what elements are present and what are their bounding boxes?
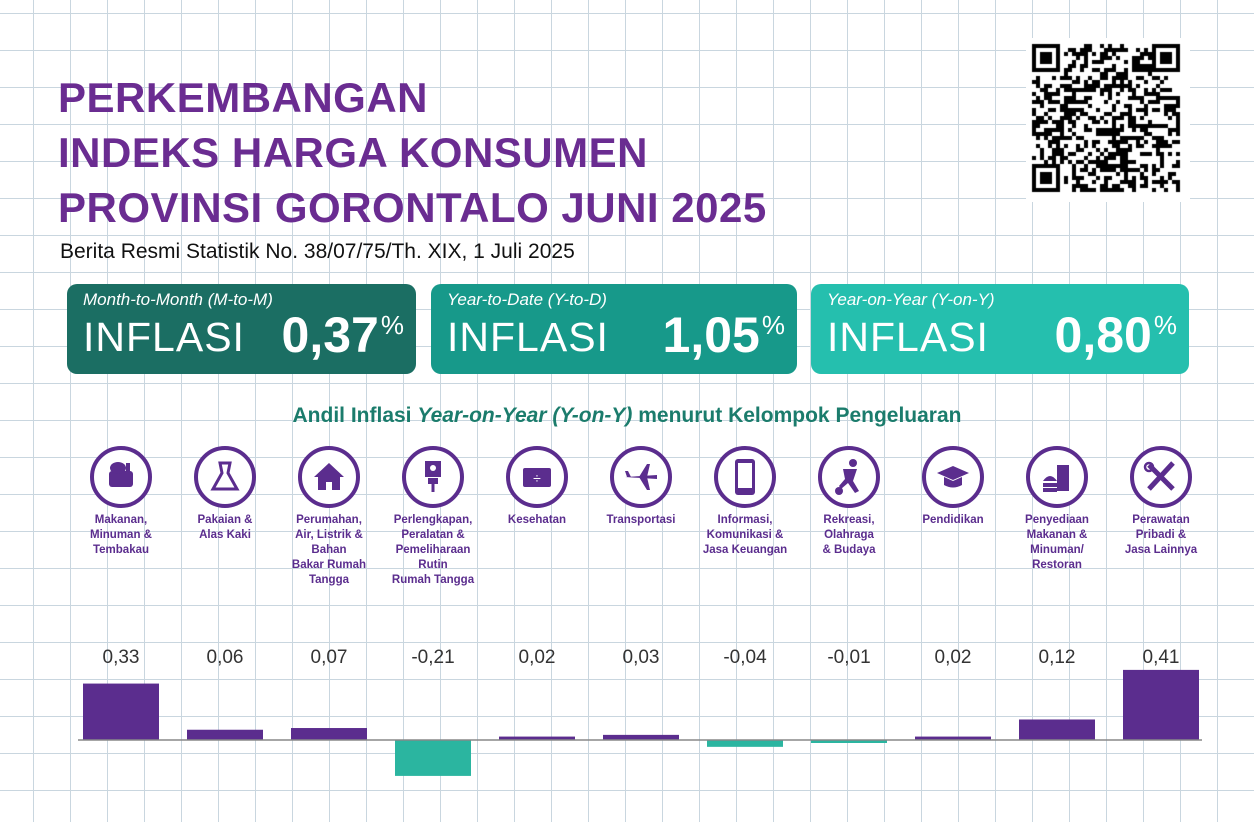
category-label: Pendidikan <box>922 514 984 526</box>
category-label: Perawatan Pribadi & Jasa Lainnya <box>1124 514 1198 556</box>
category-1: Pakaian & Alas Kaki <box>173 445 277 543</box>
card-value: 1,05% <box>662 307 785 363</box>
bar <box>1123 669 1199 740</box>
scissors-comb-icon <box>1130 446 1192 508</box>
category-2: Perumahan, Air, Listrik & Bahan Bakar Ru… <box>277 445 381 588</box>
category-label: Perlengkapan, Peralatan & Pemeliharaan R… <box>391 514 475 586</box>
card-label: Year-to-Date (Y-to-D) <box>447 290 607 309</box>
bar <box>603 734 679 740</box>
title-line: INDEKS HARGA KONSUMEN <box>58 129 648 176</box>
card-mtm-inflation: Month-to-Month (M-to-M) INFLASI 0,37% <box>67 284 416 374</box>
data-label: 0,41 <box>1143 647 1180 668</box>
data-label: 0,07 <box>311 647 348 668</box>
category-label: Kesehatan <box>507 514 567 526</box>
category-label: Informasi, Komunikasi & Jasa Keuangan <box>702 514 788 556</box>
card-word: INFLASI <box>827 314 989 360</box>
category-6: Informasi, Komunikasi & Jasa Keuangan <box>693 445 797 558</box>
category-3: Perlengkapan, Peralatan & Pemeliharaan R… <box>381 445 485 588</box>
card-label: Year-on-Year (Y-on-Y) <box>827 290 995 309</box>
category-label: Transportasi <box>606 514 676 526</box>
bar <box>83 683 159 740</box>
bar <box>187 729 263 740</box>
category-label: Penyediaan Makanan & Minuman/ Restoran <box>1025 514 1089 571</box>
card-label: Month-to-Month (M-to-M) <box>83 290 273 309</box>
data-label: -0,21 <box>411 647 454 668</box>
category-8: Pendidikan <box>901 445 1005 528</box>
category-10: Perawatan Pribadi & Jasa Lainnya <box>1109 445 1213 558</box>
graduation-cap-icon <box>922 446 984 508</box>
bar <box>811 740 887 743</box>
page-title: PERKEMBANGAN INDEKS HARGA KONSUMEN PROVI… <box>58 70 767 235</box>
subtitle: Berita Resmi Statistik No. 38/07/75/Th. … <box>60 240 575 263</box>
data-label: 0,02 <box>935 647 972 668</box>
bar <box>915 736 991 740</box>
category-5: Transportasi <box>589 445 693 528</box>
medical-kit-icon: ÷ <box>506 446 568 508</box>
food-basket-icon <box>90 446 152 508</box>
svg-text:÷: ÷ <box>533 470 541 486</box>
card-yoy-inflation: Year-on-Year (Y-on-Y) INFLASI 0,80% <box>811 284 1189 374</box>
airplane-icon <box>610 446 672 508</box>
data-label: -0,01 <box>827 647 870 668</box>
category-0: Makanan, Minuman & Tembakau <box>69 445 173 558</box>
data-label: 0,12 <box>1039 647 1076 668</box>
bar <box>707 740 783 747</box>
bar <box>499 736 575 740</box>
data-label: 0,02 <box>519 647 556 668</box>
house-icon <box>298 446 360 508</box>
card-word: INFLASI <box>83 314 245 360</box>
category-7: Rekreasi, Olahraga & Budaya <box>797 445 901 558</box>
title-line: PERKEMBANGAN <box>58 74 429 121</box>
dress-icon <box>194 446 256 508</box>
category-4: ÷ Kesehatan <box>485 445 589 528</box>
category-9: Penyediaan Makanan & Minuman/ Restoran <box>1005 445 1109 573</box>
category-label: Makanan, Minuman & Tembakau <box>90 514 152 556</box>
category-label: Pakaian & Alas Kaki <box>197 514 253 541</box>
title-line: PROVINSI GORONTALO JUNI 2025 <box>58 184 767 231</box>
category-label: Rekreasi, Olahraga & Budaya <box>822 514 876 556</box>
qr-code[interactable] <box>1026 38 1190 202</box>
category-label: Perumahan, Air, Listrik & Bahan Bakar Ru… <box>291 514 367 586</box>
data-label: 0,03 <box>623 647 660 668</box>
bar-chart: 0,33 0,06 0,07 -0,21 0,02 0,03 -0,04 -0,01 0,02 0… <box>78 647 1202 776</box>
data-label: 0,33 <box>103 647 140 668</box>
chart-title: Andil Inflasi Year-on-Year (Y-on-Y) menu… <box>292 404 962 427</box>
bar <box>291 728 367 740</box>
football-player-icon <box>818 446 880 508</box>
card-word: INFLASI <box>447 314 609 360</box>
data-label: 0,06 <box>207 647 244 668</box>
bar <box>1019 719 1095 740</box>
plug-icon <box>402 446 464 508</box>
fast-food-icon <box>1026 446 1088 508</box>
smartphone-icon <box>714 446 776 508</box>
card-value: 0,80% <box>1054 307 1177 363</box>
data-label: -0,04 <box>723 647 767 668</box>
card-ytd-inflation: Year-to-Date (Y-to-D) INFLASI 1,05% <box>431 284 797 374</box>
bar <box>395 740 471 776</box>
card-value: 0,37% <box>281 307 404 363</box>
